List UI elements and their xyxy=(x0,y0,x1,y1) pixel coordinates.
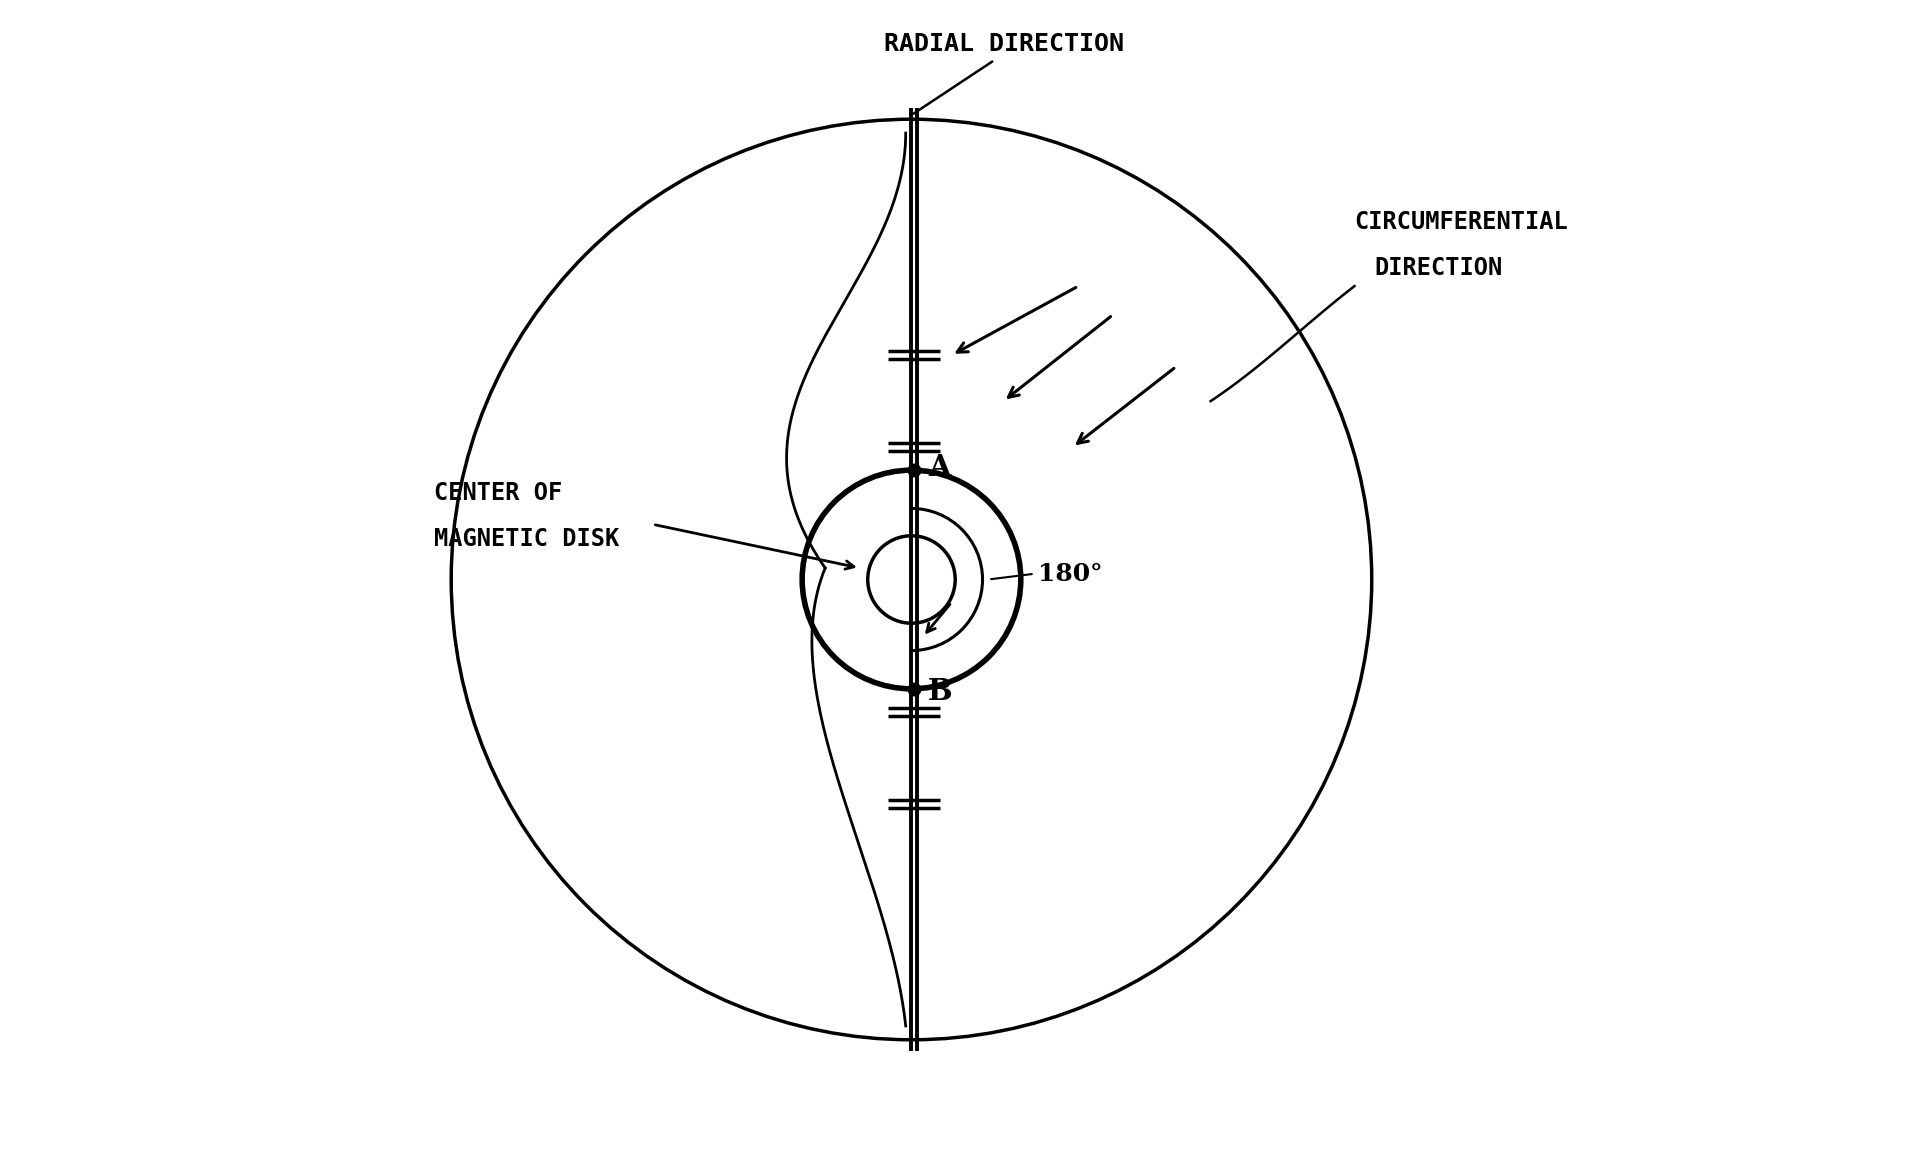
Text: CENTER OF: CENTER OF xyxy=(434,481,563,504)
Text: A: A xyxy=(928,453,949,482)
Text: RADIAL DIRECTION: RADIAL DIRECTION xyxy=(882,32,1124,56)
Text: 180°: 180° xyxy=(1037,562,1102,585)
Circle shape xyxy=(867,535,955,624)
Text: MAGNETIC DISK: MAGNETIC DISK xyxy=(434,526,618,551)
Text: B: B xyxy=(928,677,953,706)
Text: CIRCUMFERENTIAL: CIRCUMFERENTIAL xyxy=(1353,210,1568,234)
Text: DIRECTION: DIRECTION xyxy=(1374,256,1501,280)
